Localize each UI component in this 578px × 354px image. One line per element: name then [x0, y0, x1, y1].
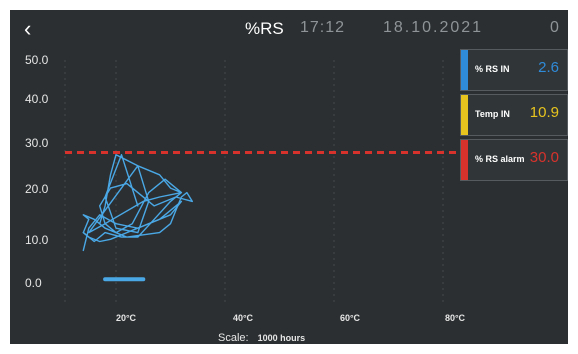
rh-temperature-plot — [64, 60, 462, 302]
rs-alarm-label: % RS alarm — [475, 154, 525, 164]
y-tick-label: 50.0 — [25, 53, 49, 67]
rs-in-label: % RS IN — [475, 64, 510, 74]
rs-alarm-row[interactable]: % RS alarm 30.0 — [460, 139, 568, 181]
back-chevron-icon[interactable]: ‹ — [24, 16, 32, 41]
rs-alarm-value: 30.0 — [529, 149, 559, 166]
temp-in-color-bar — [461, 95, 468, 135]
header-bar: ‹ %RS 17:12 18.10.2021 0 — [10, 10, 568, 48]
x-tick-label: 40°C — [232, 313, 254, 323]
temp-in-value: 10.9 — [529, 104, 559, 121]
counter-value: 0 — [550, 19, 559, 36]
y-tick-label: 40.0 — [25, 92, 49, 106]
page-title: %RS — [245, 19, 284, 38]
readings-panel: % RS IN 2.6 Temp IN 10.9 % RS alarm 30.0 — [460, 49, 568, 181]
rs-alarm-color-bar — [461, 140, 468, 180]
temp-in-row[interactable]: Temp IN 10.9 — [460, 94, 568, 136]
temp-in-label: Temp IN — [475, 109, 510, 119]
y-tick-label: 20.0 — [25, 182, 49, 196]
y-tick-label: 10.0 — [25, 233, 49, 247]
scale-label: Scale: — [218, 332, 249, 344]
y-tick-label: 30.0 — [25, 136, 49, 150]
scale-readout: Scale: 1000 hours — [218, 332, 305, 344]
chart-screen: ‹ %RS 17:12 18.10.2021 0 50.0 40.0 30.0 … — [10, 10, 568, 344]
rs-in-color-bar — [461, 50, 468, 90]
rs-in-row[interactable]: % RS IN 2.6 — [460, 49, 568, 91]
time-readout: 17:12 — [300, 19, 346, 36]
x-tick-label: 80°C — [444, 313, 466, 323]
y-tick-label: 0.0 — [25, 276, 42, 290]
x-tick-label: 20°C — [115, 313, 137, 323]
rs-in-value: 2.6 — [538, 59, 559, 76]
trace-series-line — [82, 153, 194, 243]
trace-series-line — [82, 200, 183, 252]
scale-value: 1000 hours — [257, 333, 306, 343]
x-tick-label: 60°C — [339, 313, 361, 323]
date-readout: 18.10.2021 — [383, 19, 484, 36]
